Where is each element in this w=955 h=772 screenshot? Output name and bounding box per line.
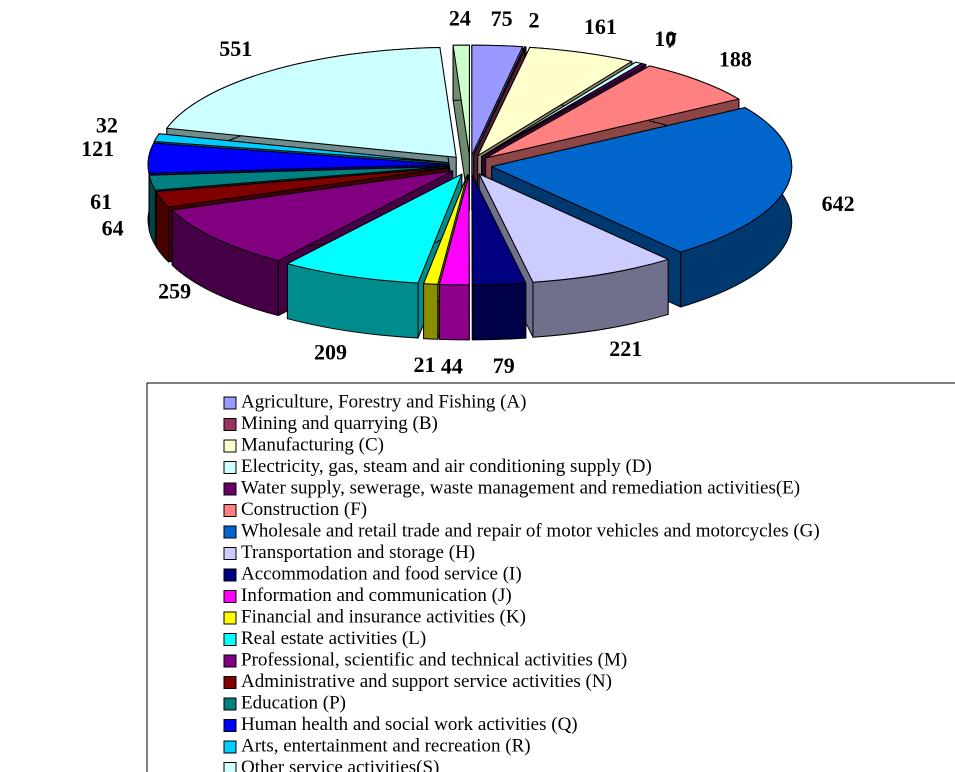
data-label: 79 [493, 353, 515, 378]
slice [491, 107, 793, 253]
slice [478, 173, 669, 283]
legend-label: Real estate activities (L) [241, 628, 426, 649]
data-label: 44 [441, 353, 463, 378]
data-label: 161 [584, 14, 617, 39]
slice [473, 46, 527, 156]
legend-label: Education (P) [241, 692, 346, 713]
legend-label: Water supply, sewerage, waste management… [241, 477, 800, 498]
pie [147, 44, 793, 341]
data-label: 551 [219, 36, 252, 61]
legend-label: Human health and social work activities … [241, 714, 578, 735]
legend-label: Administrative and support service activ… [241, 671, 612, 692]
data-label: 221 [609, 336, 642, 361]
slice [471, 44, 524, 156]
legend-swatch [223, 439, 237, 453]
legend-label: Professional, scientific and technical a… [241, 649, 627, 670]
legend-swatch [223, 396, 237, 410]
legend-swatch [223, 697, 237, 711]
legend-label: Agriculture, Forestry and Fishing (A) [241, 391, 526, 412]
legend-swatch [223, 676, 237, 689]
legend-swatch [223, 482, 237, 496]
slice [485, 65, 740, 159]
legend-label: Manufacturing (C) [241, 434, 384, 455]
data-label: 24 [449, 5, 471, 30]
data-label: 64 [102, 216, 124, 241]
slice [147, 142, 449, 174]
data-label: 259 [158, 278, 191, 303]
data-label: 188 [719, 47, 752, 72]
slice [166, 46, 457, 158]
legend-swatch [223, 611, 237, 625]
slice [438, 174, 470, 286]
slice [286, 173, 463, 284]
legend-swatch [223, 504, 237, 517]
legend-swatch [223, 719, 237, 732]
legend-swatch [223, 590, 237, 603]
data-label: 642 [822, 191, 855, 216]
legend-swatch [223, 461, 237, 474]
legend-swatch [223, 418, 237, 431]
legend-swatch [223, 762, 237, 772]
slice [471, 174, 527, 286]
legend-swatch [223, 568, 237, 582]
slice [153, 133, 450, 164]
legend-swatch [223, 525, 237, 539]
legend-label: Wholesale and retail trade and repair of… [241, 520, 820, 541]
data-label: 61 [90, 189, 112, 214]
data-label: 7 [666, 27, 677, 52]
legend-label: Accommodation and food service (I) [241, 563, 522, 584]
slice [171, 170, 454, 262]
legend-label: Arts, entertainment and recreation (R) [241, 735, 531, 756]
legend-swatch [223, 654, 237, 668]
slice [452, 44, 470, 156]
data-label: 32 [96, 112, 118, 137]
legend-label: Other service activities(S) [241, 757, 439, 772]
data-label: 21 [413, 352, 435, 377]
slice [148, 165, 449, 191]
legend-label: Mining and quarrying (B) [241, 413, 438, 434]
data-label: 121 [81, 136, 114, 161]
slice [481, 63, 647, 158]
data-label: 10 [654, 26, 676, 51]
legend-swatch [223, 633, 237, 646]
legend-swatch [223, 740, 237, 754]
legend-swatch [223, 547, 237, 560]
legend-border [146, 382, 955, 772]
legend-label: Financial and insurance activities (K) [241, 606, 526, 627]
slice [155, 167, 450, 208]
slice-side [438, 283, 470, 341]
data-label: 209 [314, 340, 347, 365]
legend-label: Transportation and storage (H) [241, 542, 475, 563]
data-label: 2 [528, 7, 539, 32]
data-label: 75 [491, 6, 513, 31]
slice [477, 46, 633, 157]
slice [423, 174, 468, 285]
legend-label: Construction (F) [241, 499, 367, 520]
legend-label: Information and communication (J) [241, 585, 512, 606]
slice-side [471, 282, 527, 341]
legend-label: Electricity, gas, steam and air conditio… [241, 456, 652, 477]
legend: Agriculture, Forestry and Fishing (A)Min… [223, 391, 820, 772]
slice-side [423, 283, 439, 340]
